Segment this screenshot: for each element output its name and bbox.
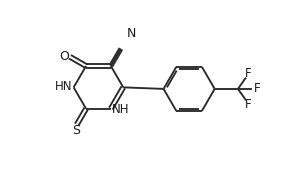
Text: NH: NH bbox=[112, 103, 130, 116]
Text: O: O bbox=[60, 50, 69, 63]
Text: F: F bbox=[245, 98, 252, 111]
Text: HN: HN bbox=[55, 80, 72, 93]
Text: F: F bbox=[245, 67, 252, 80]
Text: F: F bbox=[254, 82, 261, 95]
Text: N: N bbox=[127, 27, 136, 40]
Text: S: S bbox=[72, 124, 80, 137]
